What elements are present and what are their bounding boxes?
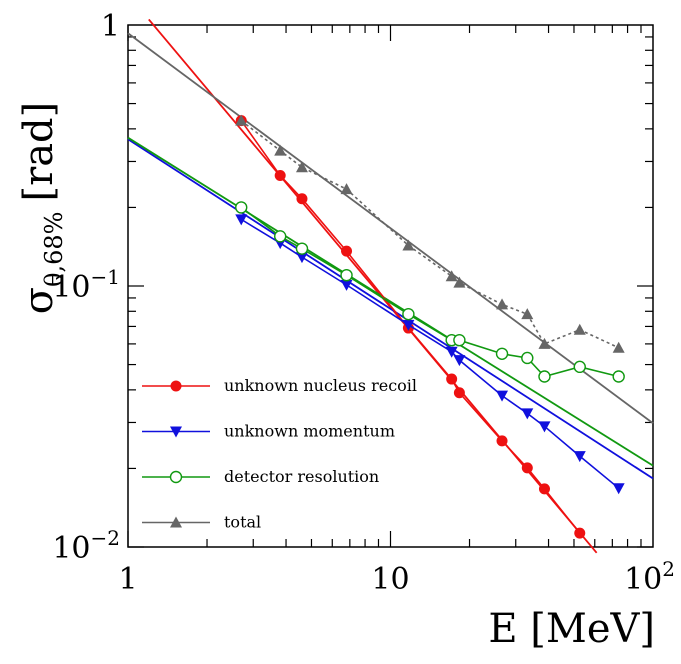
data-point-total	[453, 276, 466, 288]
data-point-unknown-momentum	[453, 355, 466, 367]
legend-marker-unknown-nucleus-recoil	[170, 380, 182, 392]
data-point-total	[295, 161, 308, 173]
legend-label-total: total	[224, 513, 261, 532]
legend-label-unknown-momentum: unknown momentum	[224, 422, 395, 441]
data-point-detector-resolution	[402, 307, 415, 321]
legend-marker-unknown-momentum	[170, 426, 182, 438]
fit-line-detector-resolution	[127, 136, 654, 467]
data-point-total	[340, 183, 353, 195]
data-point-unknown-momentum	[340, 279, 353, 291]
data-point-total	[496, 298, 509, 310]
axis-ticks	[127, 25, 653, 548]
legend-marker-detector-resolution	[169, 470, 183, 484]
data-point-unknown-nucleus-recoil	[296, 193, 308, 205]
y-tick-label: 10−1	[52, 265, 120, 305]
y-axis-title: σθ,68% [rad]	[16, 102, 68, 315]
data-point-detector-resolution	[235, 201, 248, 214]
data-point-unknown-momentum	[496, 390, 509, 402]
data-point-detector-resolution	[521, 351, 534, 365]
data-point-unknown-momentum	[521, 408, 534, 420]
data-point-unknown-nucleus-recoil	[453, 387, 465, 399]
fit-line-unknown-nucleus-recoil	[148, 18, 598, 554]
y-tick-label: 10−2	[52, 526, 120, 566]
data-point-unknown-momentum	[445, 346, 458, 358]
data-point-detector-resolution	[273, 230, 287, 243]
fit-line-total	[127, 32, 654, 424]
data-series	[235, 114, 625, 539]
data-point-unknown-nucleus-recoil	[496, 435, 508, 447]
fit-lines	[127, 18, 654, 554]
data-point-detector-resolution	[612, 370, 625, 383]
legend-label-unknown-nucleus-recoil: unknown nucleus recoil	[224, 376, 417, 395]
x-tick-label: 10	[371, 562, 409, 597]
data-point-unknown-momentum	[402, 319, 415, 331]
data-point-unknown-nucleus-recoil	[274, 170, 286, 182]
legend: unknown nucleus recoil unknown momentum de…	[142, 376, 417, 532]
plot-frame	[127, 24, 654, 548]
legend-marker-total	[170, 516, 182, 528]
data-point-detector-resolution	[495, 347, 509, 360]
data-point-total	[235, 114, 248, 126]
data-point-detector-resolution	[573, 360, 586, 374]
data-point-unknown-momentum	[573, 451, 586, 463]
data-point-unknown-nucleus-recoil	[521, 462, 533, 474]
x-tick-label: 102	[624, 557, 675, 597]
tick-labels: 1 10 102 1 10−1 10−2	[52, 9, 675, 597]
data-point-unknown-nucleus-recoil	[446, 373, 458, 385]
data-point-unknown-nucleus-recoil	[341, 245, 353, 257]
legend-label-detector-resolution: detector resolution	[224, 467, 379, 486]
y-axis-unit: [rad]	[16, 102, 62, 202]
data-point-detector-resolution	[538, 370, 551, 383]
data-point-total	[573, 323, 586, 335]
data-point-total	[521, 308, 534, 320]
data-point-total	[274, 144, 287, 156]
data-point-detector-resolution	[453, 333, 466, 347]
data-point-total	[445, 270, 458, 282]
data-point-total	[612, 341, 625, 353]
y-axis-subscript: θ,68%	[40, 212, 68, 287]
x-axis-title: E [MeV]	[488, 606, 655, 652]
y-tick-label: 1	[101, 9, 120, 44]
data-point-unknown-nucleus-recoil	[538, 483, 550, 495]
fit-line-unknown-momentum	[127, 138, 654, 480]
data-point-unknown-momentum	[612, 483, 625, 495]
data-point-unknown-momentum	[538, 421, 551, 433]
data-point-unknown-nucleus-recoil	[574, 527, 586, 539]
series-line-detector-resolution	[240, 206, 619, 378]
x-tick-label: 1	[118, 562, 137, 597]
data-point-detector-resolution	[340, 268, 353, 282]
data-point-unknown-momentum	[295, 252, 308, 264]
data-point-unknown-momentum	[235, 214, 248, 226]
y-axis-symbol: σ	[16, 287, 62, 314]
data-point-total	[402, 239, 415, 251]
data-point-total	[538, 337, 551, 349]
data-point-detector-resolution	[295, 242, 309, 255]
series-line-total	[240, 120, 620, 349]
